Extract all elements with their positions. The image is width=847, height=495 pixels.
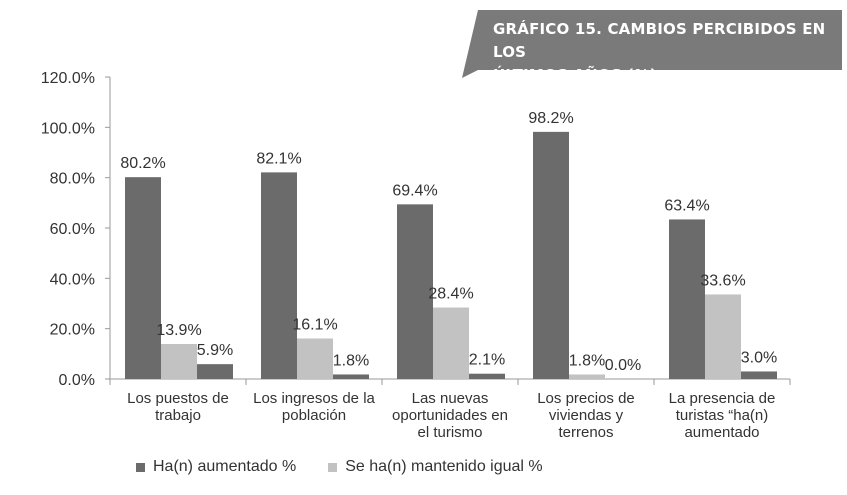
chart-title-line-1: GRÁFICO 15. CAMBIOS PERCIBIDOS EN LOS	[493, 20, 826, 61]
legend-swatch-series-2	[328, 462, 338, 472]
x-category-label-2: Los ingresos de la población	[253, 390, 375, 424]
bar-series-2-3	[433, 307, 469, 379]
data-label-series-3-5: 3.0%	[741, 349, 777, 366]
legend-swatch-series-1	[136, 462, 145, 472]
legend-item-series-1: Ha(n) aumentado %	[136, 458, 296, 476]
x-category-label-5: La presencia de turistas “ha(n) aumentado	[669, 390, 776, 441]
x-category-label-line: Los ingresos de la	[253, 390, 375, 407]
bar-series-3-2	[333, 374, 369, 379]
y-tick-label: 120.0%	[41, 70, 95, 87]
data-label-series-3-4: 0.0%	[605, 357, 641, 374]
y-tick-label: 100.0%	[41, 120, 95, 137]
data-label-series-1-5: 63.4%	[664, 197, 709, 214]
y-tick-label: 60.0%	[50, 221, 95, 238]
data-label-series-2-2: 16.1%	[292, 316, 337, 333]
x-category-label-line: terrenos	[558, 424, 613, 441]
x-category-label-line: viviendas y	[549, 407, 624, 424]
bar-series-3-5	[741, 371, 777, 379]
x-category-label-line: Las nuevas	[412, 390, 489, 407]
bar-series-3-1	[197, 364, 233, 379]
bar-series-1-5	[669, 219, 705, 379]
bar-series-1-1	[125, 177, 161, 379]
y-tick-label: 80.0%	[50, 171, 95, 188]
x-category-label-line: La presencia de	[669, 390, 776, 407]
x-category-label-1: Los puestos de trabajo	[127, 390, 229, 424]
chart-title-line-2: ÚLTIMOS AÑOS (%)	[493, 66, 657, 84]
data-label-series-2-1: 13.9%	[156, 322, 201, 339]
data-label-series-1-3: 69.4%	[392, 182, 437, 199]
bar-series-1-2	[261, 172, 297, 379]
x-category-label-line: aumentado	[684, 424, 759, 441]
bar-series-2-4	[569, 374, 605, 379]
y-tick-label: 0.0%	[59, 372, 95, 389]
data-label-series-2-5: 33.6%	[700, 272, 745, 289]
legend-label-series-1: Ha(n) aumentado %	[153, 458, 297, 475]
legend-label-series-2: Se ha(n) mantenido igual %	[345, 458, 543, 475]
title-banner	[462, 10, 842, 78]
x-category-label-3: Las nuevas oportunidades en el turismo	[392, 390, 508, 441]
x-category-label-line: el turismo	[417, 424, 482, 441]
bar-series-3-3	[469, 373, 505, 379]
x-category-label-line: Los puestos de	[127, 390, 229, 407]
data-label-series-1-4: 98.2%	[528, 110, 573, 127]
data-label-series-3-2: 1.8%	[333, 352, 369, 369]
x-category-label-line: trabajo	[155, 407, 201, 424]
bar-series-1-3	[397, 204, 433, 379]
data-label-series-1-2: 82.1%	[256, 150, 301, 167]
x-category-label-4: Los precios de viviendas y terrenos	[537, 390, 635, 441]
y-tick-label: 40.0%	[50, 271, 95, 288]
legend-item-series-2: Se ha(n) mantenido igual %	[328, 458, 543, 476]
data-label-series-2-4: 1.8%	[569, 352, 605, 369]
x-category-label-line: turistas “ha(n)	[676, 407, 769, 424]
data-label-series-2-3: 28.4%	[428, 286, 473, 303]
bar-series-2-2	[297, 338, 333, 379]
legend: Ha(n) aumentado % Se ha(n) mantenido igu…	[136, 458, 575, 476]
bar-series-2-5	[705, 294, 741, 379]
bar-series-1-4	[533, 131, 569, 379]
bar-series-2-1	[161, 344, 197, 379]
x-category-label-line: población	[282, 407, 346, 424]
data-label-series-3-1: 5.9%	[197, 342, 233, 359]
chart-title: GRÁFICO 15. CAMBIOS PERCIBIDOS EN LOS ÚL…	[493, 18, 833, 87]
data-label-series-3-3: 2.1%	[469, 352, 505, 369]
y-tick-label: 20.0%	[50, 322, 95, 339]
data-label-series-1-1: 80.2%	[120, 155, 165, 172]
x-category-label-line: oportunidades en	[392, 407, 508, 424]
x-category-label-line: Los precios de	[537, 390, 635, 407]
